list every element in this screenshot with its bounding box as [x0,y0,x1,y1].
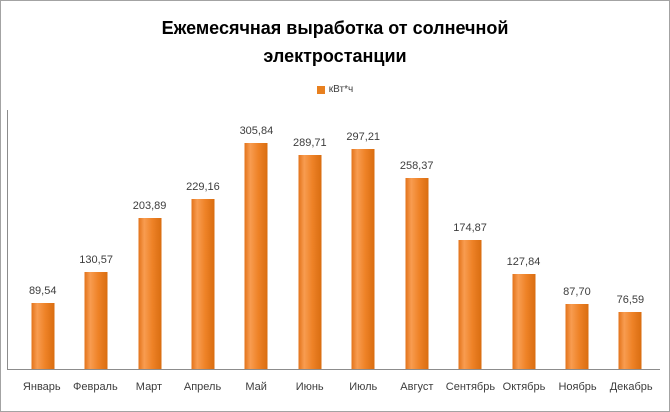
bar-value-label: 89,54 [28,285,57,297]
bar-slot: 305,84 [230,110,283,369]
legend-swatch-icon [316,86,325,94]
x-axis-labels: Январь Февраль Март Апрель Май Июнь Июль Август… [15,381,658,394]
bar-slot: 89,54 [16,110,69,369]
bar-slot: 229,16 [176,110,229,369]
x-axis-label: Май [245,381,267,393]
bar-slot: 203,89 [123,110,176,369]
bar-value-label: 203,89 [132,200,167,212]
bar-value-label: 305,84 [239,125,274,137]
bar [138,218,162,369]
bar-value-label: 229,16 [186,181,220,193]
x-axis-label: Январь [22,381,61,393]
bar-slot: 130,57 [69,110,122,369]
bar-value-label: 297,21 [346,131,381,143]
bar [84,272,108,369]
x-axis-label: Февраль [73,381,118,393]
chart-title-line-1: Ежемесячная выработка от солнечной [161,18,509,38]
bar [31,303,55,369]
x-axis-label: Март [135,381,163,393]
bar [191,199,215,369]
bar-slot: 87,70 [550,110,603,369]
x-axis-label: Декабрь [609,381,653,393]
bar [244,143,268,369]
bar-slots: 89,54 130,57 203,89 229,16 305,84 289,71 297,2… [16,110,657,369]
bar-slot: 297,21 [337,110,390,369]
bar [351,149,375,369]
bar-value-label: 127,84 [506,256,541,268]
x-axis-label: Июнь [295,381,324,393]
x-axis-label: Октябрь [502,381,546,393]
bar-value-label: 87,70 [563,286,591,298]
x-axis-label: Июль [349,381,378,393]
bar-slot: 289,71 [283,110,336,369]
x-axis-label: Апрель [183,381,222,393]
bar [405,178,429,369]
bar-value-label: 76,59 [616,294,645,306]
bar [512,274,535,369]
bar-value-label: 130,57 [79,254,113,266]
plot-area: 89,54 130,57 203,89 229,16 305,84 289,71 297,2… [7,110,660,370]
x-axis-label: Август [400,381,434,393]
x-axis-label: Сентябрь [445,381,496,393]
bar-slot: 174,87 [443,110,496,369]
bar [618,312,642,369]
bar-slot: 127,84 [497,110,550,369]
bar [458,240,482,369]
bar-slot: 258,37 [390,110,443,369]
bar-slot: 76,59 [604,110,657,369]
chart-title: Ежемесячная выработка от солнечной элект… [1,14,669,70]
bar-value-label: 174,87 [453,222,487,234]
bar-value-label: 258,37 [399,160,434,172]
bar [565,304,589,369]
legend-label: кВт*ч [328,84,354,95]
chart-title-line-2: электростанции [263,46,407,66]
legend: кВт*ч [1,84,669,96]
bar [298,155,322,369]
bar-value-label: 289,71 [292,137,327,149]
x-axis-label: Ноябрь [558,381,597,393]
